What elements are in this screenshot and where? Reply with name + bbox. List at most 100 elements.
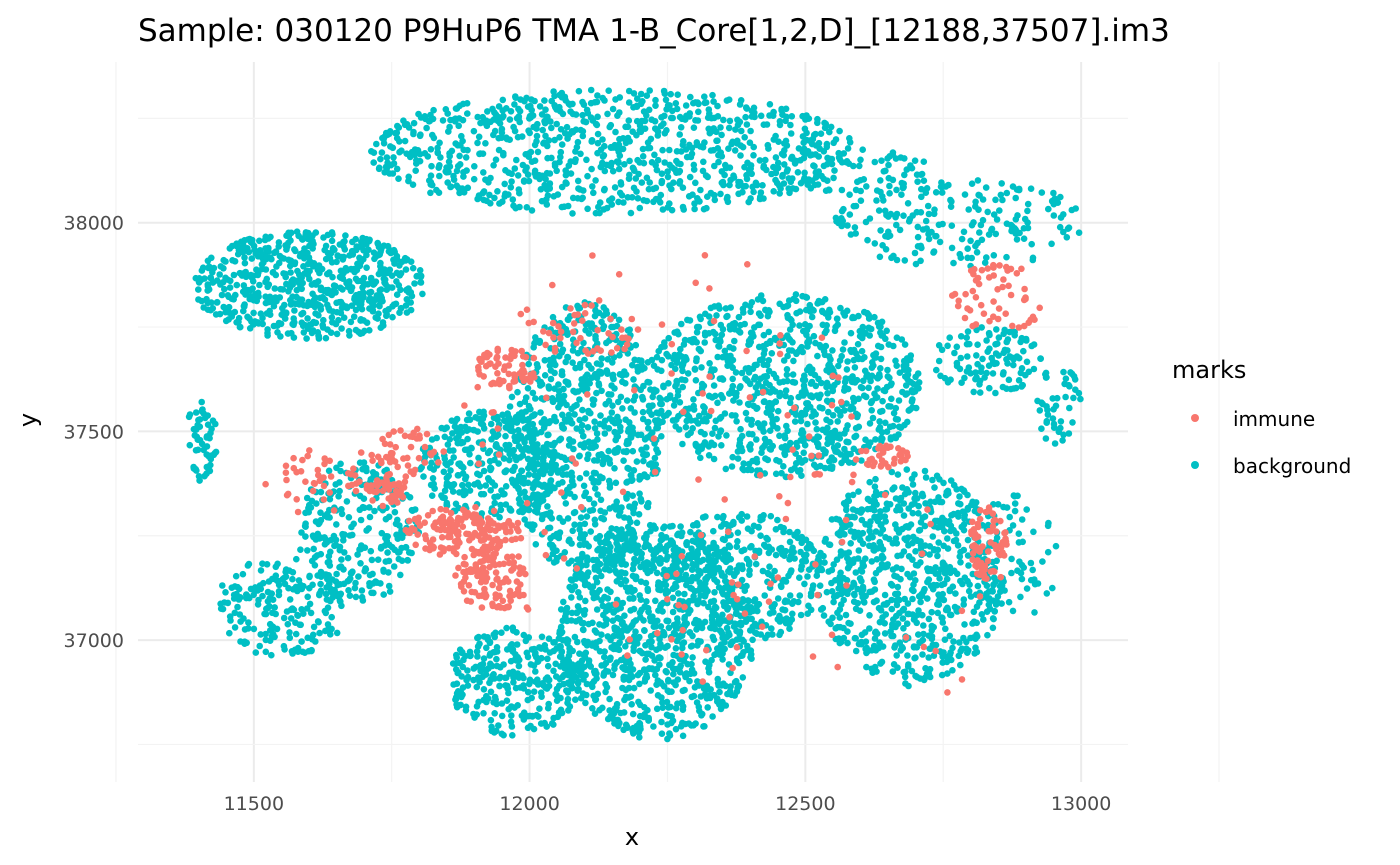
point-background [591, 566, 599, 573]
point-background [365, 237, 373, 245]
point-background [576, 474, 584, 482]
point-background [454, 472, 462, 479]
point-background [576, 650, 583, 657]
point-background [303, 494, 311, 502]
point-background [544, 490, 551, 498]
point-background [768, 406, 775, 413]
point-background [554, 191, 562, 198]
point-background [664, 173, 672, 181]
point-background [506, 116, 514, 123]
point-background [629, 361, 636, 369]
point-background [338, 325, 345, 332]
point-background [641, 704, 648, 711]
point-background [232, 572, 240, 580]
point-background [741, 320, 748, 328]
point-background [707, 304, 715, 312]
point-background [363, 467, 370, 475]
point-background [255, 293, 262, 300]
point-background [376, 302, 383, 310]
point-background [574, 138, 582, 146]
point-background [566, 101, 574, 108]
point-background [397, 304, 405, 312]
point-background [691, 205, 698, 213]
point-background [532, 395, 539, 402]
point-background [204, 257, 212, 265]
point-background [672, 423, 679, 430]
point-background [682, 423, 690, 431]
point-background [633, 640, 641, 647]
point-background [263, 561, 271, 568]
point-background [829, 412, 837, 419]
point-background [523, 204, 531, 211]
point-background [557, 435, 565, 443]
point-background [490, 162, 497, 169]
point-background [308, 647, 315, 655]
point-background [657, 122, 665, 130]
point-background [410, 130, 417, 138]
point-background [534, 148, 542, 156]
point-background [245, 625, 252, 632]
point-background [834, 321, 841, 329]
point-background [513, 419, 521, 426]
point-background [507, 657, 515, 665]
point-background [357, 560, 364, 567]
point-background [546, 180, 554, 187]
point-background [701, 409, 708, 416]
point-background [435, 164, 443, 171]
point-background [742, 182, 749, 190]
point-background [366, 580, 373, 587]
point-background [728, 463, 736, 470]
point-background [555, 381, 562, 388]
point-background [681, 116, 689, 123]
point-background [465, 410, 473, 417]
point-background [509, 196, 517, 203]
point-background [574, 195, 582, 202]
point-background [638, 117, 646, 125]
point-background [672, 681, 679, 689]
point-background [479, 421, 487, 429]
point-background [498, 700, 506, 707]
point-background [581, 581, 589, 589]
point-background [201, 275, 208, 282]
point-background [681, 720, 689, 728]
point-background [427, 146, 435, 153]
point-background [576, 416, 583, 424]
point-background [372, 278, 380, 286]
point-background [519, 161, 527, 169]
point-background [705, 665, 712, 672]
point-background [288, 277, 295, 285]
point-background [714, 553, 722, 560]
point-background [658, 170, 666, 177]
point-background [557, 126, 565, 133]
point-background [574, 685, 582, 693]
point-background [597, 163, 605, 171]
point-background [298, 319, 306, 327]
point-background [597, 496, 605, 504]
point-background [556, 91, 563, 99]
point-background [209, 269, 216, 276]
point-background [584, 455, 591, 463]
point-background [672, 365, 679, 373]
point-background [503, 105, 510, 112]
point-background [592, 574, 600, 582]
point-background [498, 125, 506, 133]
point-background [807, 152, 814, 159]
point-background [663, 106, 670, 113]
point-background [445, 158, 453, 165]
point-background [679, 141, 687, 149]
point-background [636, 204, 644, 212]
point-background [441, 487, 449, 495]
point-background [638, 179, 646, 186]
point-background [386, 266, 393, 274]
point-background [306, 321, 313, 329]
point-background [416, 267, 424, 274]
point-background [333, 464, 340, 472]
point-background [524, 521, 531, 528]
point-background [293, 555, 300, 563]
point-background [327, 597, 334, 605]
point-background [558, 709, 566, 717]
point-background [643, 473, 651, 481]
point-background [534, 658, 542, 665]
point-background [616, 352, 623, 359]
point-background [578, 562, 586, 569]
